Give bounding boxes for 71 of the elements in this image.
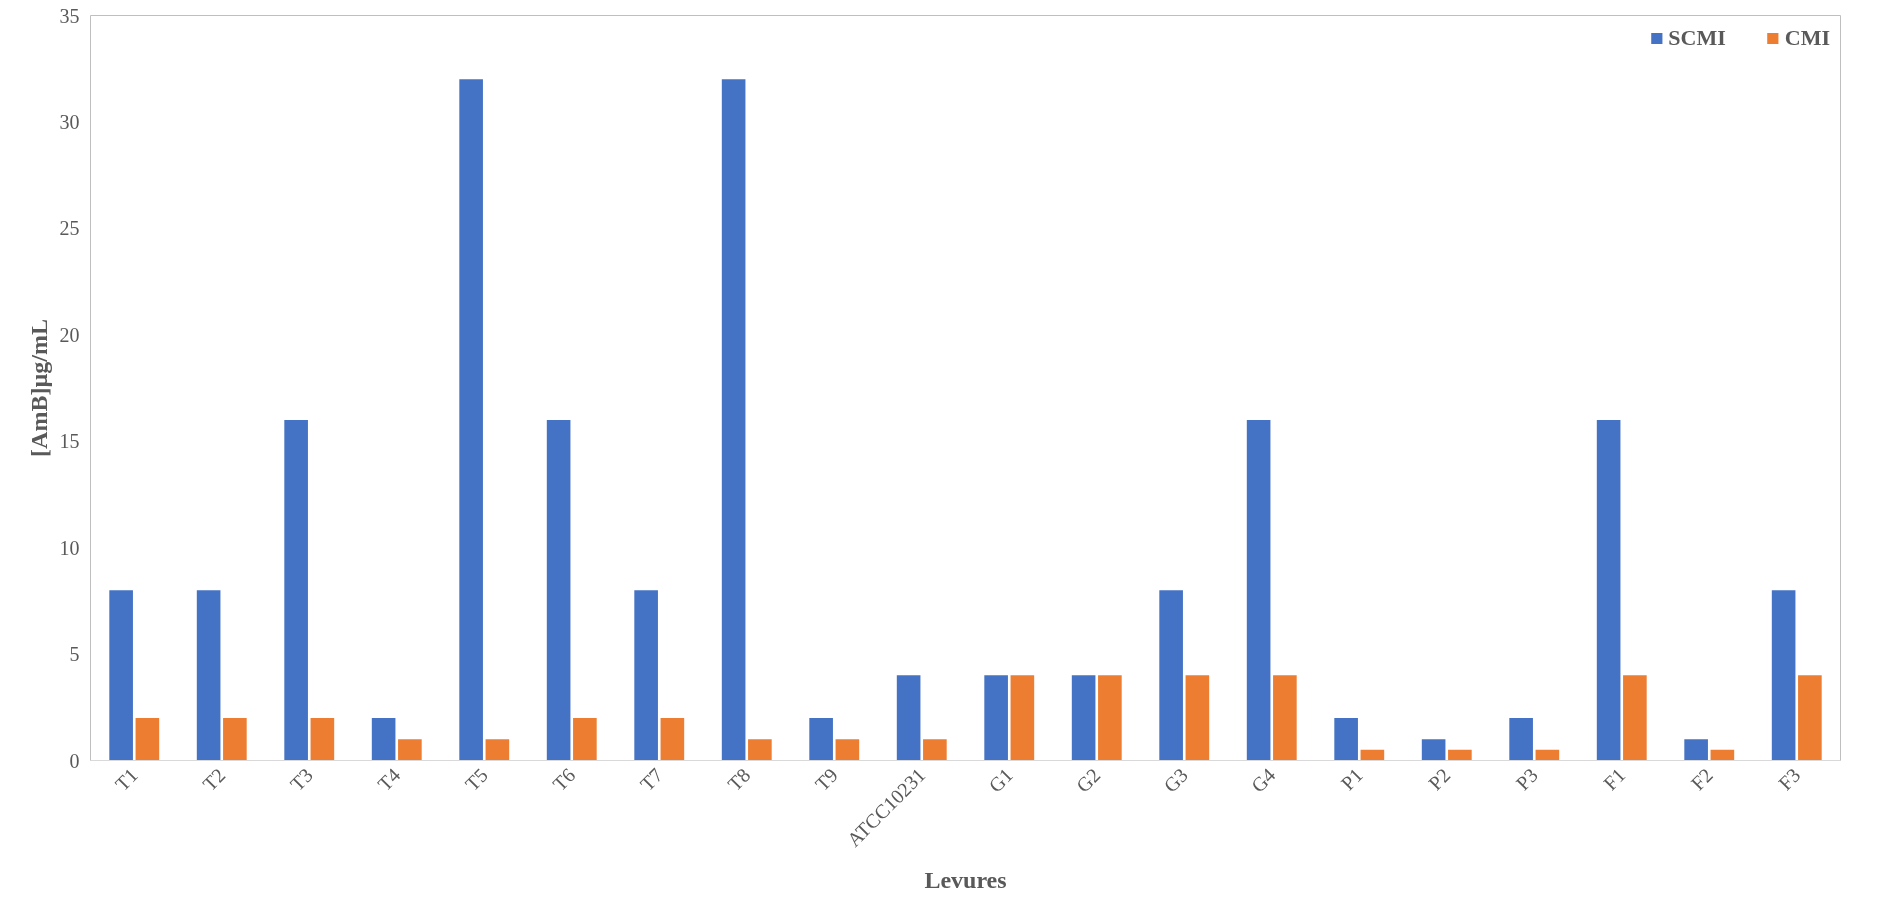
x-tick-label: T9 bbox=[810, 763, 843, 795]
y-tick-label: 10 bbox=[59, 536, 80, 559]
y-tick-label: 20 bbox=[59, 323, 80, 346]
bar bbox=[984, 675, 1008, 761]
x-tick-label: F3 bbox=[1774, 763, 1805, 795]
bar bbox=[485, 739, 510, 761]
bar bbox=[809, 717, 833, 761]
x-tick-label: T5 bbox=[460, 763, 493, 795]
bar bbox=[196, 590, 221, 761]
bar bbox=[1159, 590, 1183, 761]
bar bbox=[660, 717, 685, 761]
bar bbox=[1360, 749, 1385, 761]
y-tick-label: 30 bbox=[59, 110, 80, 133]
bar bbox=[1798, 675, 1822, 761]
x-tick-label: P1 bbox=[1336, 763, 1368, 795]
bar bbox=[398, 739, 422, 761]
bar bbox=[1010, 675, 1035, 761]
bar bbox=[1684, 739, 1708, 761]
x-tick-label: T8 bbox=[723, 763, 755, 795]
x-tick-label: G3 bbox=[1159, 763, 1193, 797]
bar bbox=[923, 739, 947, 761]
x-tick-label: F2 bbox=[1686, 763, 1718, 795]
bar bbox=[546, 419, 571, 761]
bar bbox=[135, 717, 160, 761]
x-tick-label: P2 bbox=[1424, 763, 1455, 795]
y-tick-label: 25 bbox=[59, 217, 80, 240]
y-axis-title: [AmB]µg/mL bbox=[25, 319, 52, 457]
bar bbox=[1421, 739, 1446, 761]
bar bbox=[223, 717, 247, 761]
y-tick-label: 0 bbox=[69, 749, 80, 772]
bar bbox=[1710, 749, 1735, 761]
bar bbox=[310, 717, 335, 761]
x-tick-label: P3 bbox=[1511, 763, 1543, 795]
bar bbox=[109, 590, 133, 761]
x-tick-label: T4 bbox=[373, 763, 405, 795]
bar bbox=[1596, 419, 1621, 761]
bar bbox=[1334, 717, 1358, 761]
bar bbox=[573, 717, 597, 761]
bar bbox=[1185, 675, 1210, 761]
x-axis-title: Levures bbox=[924, 866, 1007, 893]
bar bbox=[721, 79, 746, 761]
bar bbox=[1246, 419, 1271, 761]
bar bbox=[1273, 675, 1297, 761]
bar bbox=[1623, 675, 1647, 761]
bar bbox=[1771, 590, 1796, 761]
bar bbox=[284, 419, 308, 761]
x-tick-label: T2 bbox=[198, 763, 230, 795]
bar bbox=[1071, 675, 1096, 761]
y-tick-label: 35 bbox=[59, 4, 80, 27]
bar bbox=[634, 590, 658, 761]
x-tick-label: F1 bbox=[1599, 763, 1630, 795]
x-tick-label: T7 bbox=[635, 763, 668, 795]
bar bbox=[1535, 749, 1560, 761]
x-tick-label: T6 bbox=[548, 763, 580, 795]
y-tick-label: 5 bbox=[69, 643, 80, 666]
bar bbox=[459, 79, 483, 761]
legend-label: SCMI bbox=[1668, 25, 1726, 51]
y-tick-label: 15 bbox=[59, 430, 80, 453]
x-tick-label: T1 bbox=[110, 763, 143, 795]
legend-label: CMI bbox=[1784, 25, 1830, 51]
bar bbox=[748, 739, 772, 761]
bar bbox=[371, 717, 396, 761]
bar bbox=[1509, 717, 1533, 761]
x-tick-label: T3 bbox=[285, 763, 318, 795]
bar bbox=[1448, 749, 1472, 761]
x-tick-label: G4 bbox=[1246, 763, 1280, 797]
x-tick-label: G2 bbox=[1071, 763, 1105, 797]
bar bbox=[1098, 675, 1122, 761]
x-tick-label: G1 bbox=[984, 763, 1018, 797]
bar bbox=[896, 675, 921, 761]
bar bbox=[835, 739, 860, 761]
